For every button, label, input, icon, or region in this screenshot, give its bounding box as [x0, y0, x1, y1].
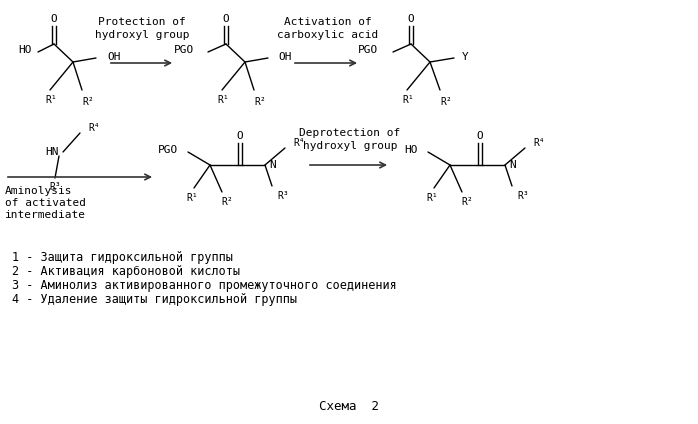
Text: R²: R² — [461, 197, 473, 207]
Text: PGO: PGO — [158, 145, 178, 155]
Text: R²: R² — [440, 97, 452, 107]
Text: hydroxyl group: hydroxyl group — [95, 30, 189, 40]
Text: Y: Y — [462, 52, 469, 62]
Text: Схема  2: Схема 2 — [319, 401, 379, 413]
Text: R¹: R¹ — [402, 95, 414, 105]
Text: intermediate: intermediate — [5, 210, 86, 220]
Text: R¹: R¹ — [426, 193, 438, 203]
Text: 4 - Удаление защиты гидроксильной группы: 4 - Удаление защиты гидроксильной группы — [12, 293, 297, 307]
Text: 2 - Активация карбоновой кислоты: 2 - Активация карбоновой кислоты — [12, 265, 240, 279]
Text: carboxylic acid: carboxylic acid — [277, 30, 378, 40]
Text: 1 - Защита гидроксильной группы: 1 - Защита гидроксильной группы — [12, 251, 233, 265]
Text: HN: HN — [45, 147, 59, 157]
Text: HO: HO — [405, 145, 418, 155]
Text: R³: R³ — [277, 191, 289, 201]
Text: OH: OH — [278, 52, 292, 62]
Text: O: O — [223, 14, 230, 24]
Text: R⁴: R⁴ — [88, 123, 100, 133]
Text: PGO: PGO — [174, 45, 194, 55]
Text: R²: R² — [221, 197, 233, 207]
Text: 3 - Аминолиз активированного промежуточного соединения: 3 - Аминолиз активированного промежуточн… — [12, 279, 396, 293]
Text: R⁴: R⁴ — [293, 138, 305, 148]
Text: R¹: R¹ — [45, 95, 57, 105]
Text: N: N — [269, 160, 276, 170]
Text: R¹: R¹ — [217, 95, 229, 105]
Text: OH: OH — [107, 52, 121, 62]
Text: O: O — [477, 131, 484, 141]
Text: O: O — [237, 131, 244, 141]
Text: Deprotection of: Deprotection of — [299, 128, 401, 138]
Text: R⁴: R⁴ — [533, 138, 544, 148]
Text: Protection of: Protection of — [98, 17, 186, 27]
Text: R²: R² — [82, 97, 94, 107]
Text: R¹: R¹ — [186, 193, 198, 203]
Text: O: O — [408, 14, 415, 24]
Text: of activated: of activated — [5, 198, 86, 208]
Text: hydroxyl group: hydroxyl group — [303, 141, 397, 151]
Text: PGO: PGO — [358, 45, 378, 55]
Text: Aminolysis: Aminolysis — [5, 186, 73, 196]
Text: R³: R³ — [49, 182, 61, 192]
Text: R²: R² — [254, 97, 266, 107]
Text: HO: HO — [18, 45, 31, 55]
Text: Activation of: Activation of — [284, 17, 372, 27]
Text: N: N — [509, 160, 516, 170]
Text: R³: R³ — [517, 191, 529, 201]
Text: O: O — [51, 14, 57, 24]
